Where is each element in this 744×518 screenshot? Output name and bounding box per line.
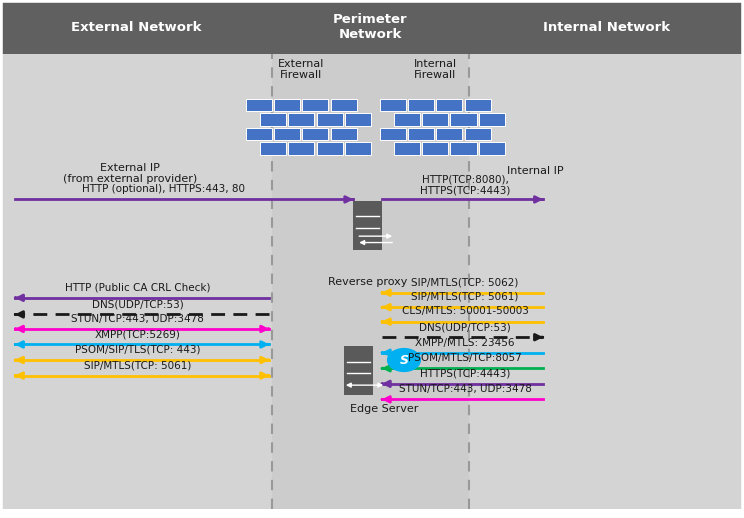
Bar [260,113,286,126]
Text: SIP/MTLS(TCP: 5061): SIP/MTLS(TCP: 5061) [411,292,519,302]
Bar [423,142,449,155]
Bar [272,54,469,518]
Bar [303,128,329,140]
Text: DNS(UDP/TCP:53): DNS(UDP/TCP:53) [419,322,511,332]
Bar [379,128,406,140]
Text: PSOM/MTLS/TCP:8057: PSOM/MTLS/TCP:8057 [408,353,522,363]
Text: External IP
(from external provider): External IP (from external provider) [63,163,197,184]
Bar [0,509,744,518]
Bar [479,142,504,155]
Bar [317,142,343,155]
Bar [479,113,504,126]
Bar [272,0,469,54]
Text: DNS(UDP/TCP:53): DNS(UDP/TCP:53) [92,299,184,309]
Bar [0,54,744,518]
Text: XMPP/MTLS: 23456: XMPP/MTLS: 23456 [415,338,515,348]
Text: Internal IP: Internal IP [507,166,564,176]
Bar [469,0,744,54]
Bar [464,99,491,111]
Bar [260,142,286,155]
Text: SIP/MTLS(TCP: 5061): SIP/MTLS(TCP: 5061) [84,361,191,370]
Bar [436,128,462,140]
Text: Internal Network: Internal Network [543,21,670,34]
Bar [394,142,420,155]
Bar [331,128,357,140]
Bar [274,128,300,140]
Text: CLS/MTLS: 50001-50003: CLS/MTLS: 50001-50003 [402,307,528,316]
Text: Edge Server: Edge Server [350,404,419,414]
Bar [246,99,272,111]
Text: HTTP(TCP:8080),
HTTPS(TCP:4443): HTTP(TCP:8080), HTTPS(TCP:4443) [420,174,510,196]
Text: Internal
Firewall: Internal Firewall [414,59,457,80]
Text: HTTP (Public CA CRL Check): HTTP (Public CA CRL Check) [65,283,211,293]
Text: External Network: External Network [71,21,201,34]
Bar [408,128,434,140]
Bar [423,113,449,126]
Bar [317,113,343,126]
Bar [394,113,420,126]
Text: HTTPS(TCP:4443): HTTPS(TCP:4443) [420,369,510,379]
Bar [451,142,477,155]
Text: S: S [400,353,408,367]
Bar [246,128,272,140]
Bar [353,201,382,250]
Text: HTTP (optional), HTTPS:443, 80: HTTP (optional), HTTPS:443, 80 [82,184,246,194]
Bar [345,142,371,155]
Bar [0,0,272,54]
Bar [289,113,314,126]
Text: STUN/TCP:443, UDP:3478: STUN/TCP:443, UDP:3478 [399,384,531,394]
Text: External
Firewall: External Firewall [278,59,324,80]
Text: SIP/MTLS(TCP: 5062): SIP/MTLS(TCP: 5062) [411,278,519,287]
Bar [289,142,314,155]
Text: STUN/TCP:443, UDP:3478: STUN/TCP:443, UDP:3478 [71,314,204,324]
Bar [451,113,477,126]
Bar [408,99,434,111]
Text: Reverse proxy: Reverse proxy [328,277,407,287]
Bar [436,99,462,111]
Text: PSOM/SIP/TLS(TCP: 443): PSOM/SIP/TLS(TCP: 443) [75,345,200,355]
Bar [379,99,406,111]
Bar [344,346,373,395]
Text: Perimeter
Network: Perimeter Network [333,13,408,41]
Bar [331,99,357,111]
Circle shape [388,349,420,371]
Bar [274,99,300,111]
Bar [464,128,491,140]
Bar [345,113,371,126]
Bar [303,99,329,111]
Text: XMPP(TCP:5269): XMPP(TCP:5269) [94,329,181,339]
